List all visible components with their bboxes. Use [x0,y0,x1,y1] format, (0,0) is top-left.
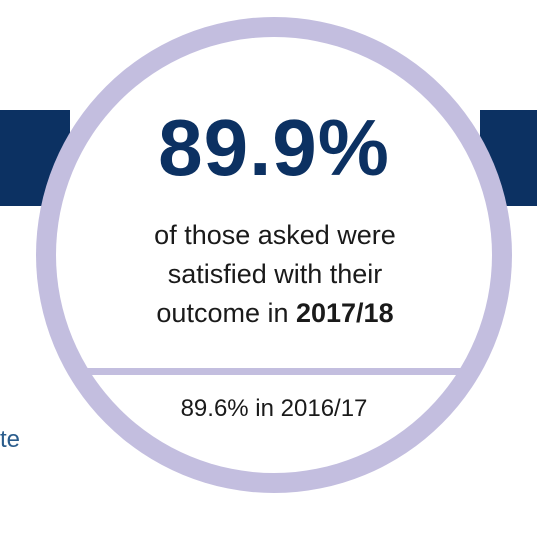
clipped-text-fragment: te [0,426,21,453]
caption-line-1: of those asked were [154,220,396,250]
caption-year: 2017/18 [295,298,394,328]
satisfaction-caption: of those asked were satisfied with their… [90,216,460,333]
caption-line-2: satisfied with their [167,259,383,289]
stat-circle [56,37,492,473]
caption-line-3: outcome in 2017/18 [90,294,460,333]
previous-year-stat: 89.6% in 2016/17 [180,395,368,422]
caption-line-3-prefix: outcome in [156,298,296,328]
circle-divider [74,368,474,375]
satisfaction-percentage: 89.9% [158,103,390,192]
